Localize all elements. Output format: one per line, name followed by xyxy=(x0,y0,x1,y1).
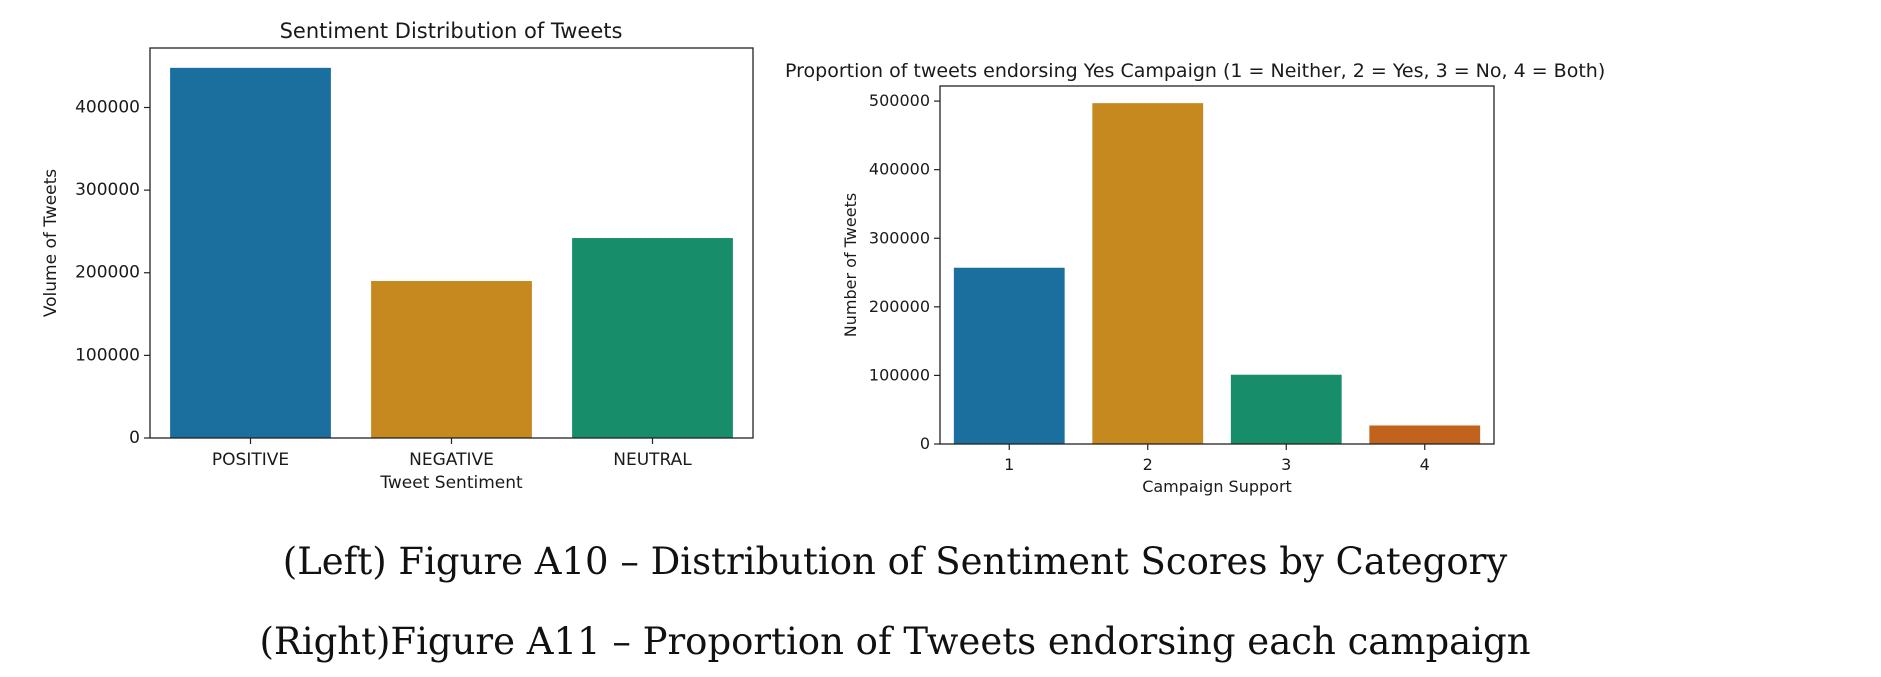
sentiment-chart: Sentiment Distribution of Tweets 0 100000 2… xyxy=(41,19,754,493)
bar-1 xyxy=(953,267,1065,444)
chart-title: Sentiment Distribution of Tweets xyxy=(280,19,623,43)
x-tick-label: 2 xyxy=(1143,455,1153,474)
y-tick-label: 200000 xyxy=(75,263,140,283)
y-tick-label: 0 xyxy=(129,428,140,448)
bar-3 xyxy=(1230,374,1342,444)
x-tick-label: 1 xyxy=(1004,455,1014,474)
x-tick-label: NEUTRAL xyxy=(613,450,692,470)
plot-frame xyxy=(939,85,1495,445)
bar-negative xyxy=(371,281,532,438)
caption-right: (Right)Figure A11 – Proportion of Tweets… xyxy=(259,620,1531,663)
x-tick-label: 3 xyxy=(1281,455,1291,474)
x-axis-label: Tweet Sentiment xyxy=(379,473,523,493)
y-tick-label: 100000 xyxy=(75,345,140,365)
y-tick-label: 500000 xyxy=(869,91,930,110)
caption-left: (Left) Figure A10 – Distribution of Sent… xyxy=(282,540,1508,583)
x-tick-label: POSITIVE xyxy=(212,450,289,470)
y-axis-label: Number of Tweets xyxy=(841,193,860,337)
y-tick-label: 0 xyxy=(920,434,930,453)
campaign-chart: Proportion of tweets endorsing Yes Campa… xyxy=(785,60,1605,496)
y-tick-label: 300000 xyxy=(869,228,930,247)
bar-4 xyxy=(1369,425,1481,444)
y-tick-label: 200000 xyxy=(869,297,930,316)
y-axis-label: Volume of Tweets xyxy=(41,169,61,317)
x-tick-label: NEGATIVE xyxy=(409,450,494,470)
chart-title: Proportion of tweets endorsing Yes Campa… xyxy=(785,60,1605,82)
y-tick-label: 400000 xyxy=(869,160,930,179)
y-tick-label: 300000 xyxy=(75,180,140,200)
bar-neutral xyxy=(572,238,733,438)
x-axis-label: Campaign Support xyxy=(1142,477,1292,496)
bar-positive xyxy=(170,67,331,438)
y-tick-label: 100000 xyxy=(869,365,930,384)
y-tick-label: 400000 xyxy=(75,97,140,117)
bar-2 xyxy=(1092,103,1204,444)
x-tick-label: 4 xyxy=(1420,455,1430,474)
